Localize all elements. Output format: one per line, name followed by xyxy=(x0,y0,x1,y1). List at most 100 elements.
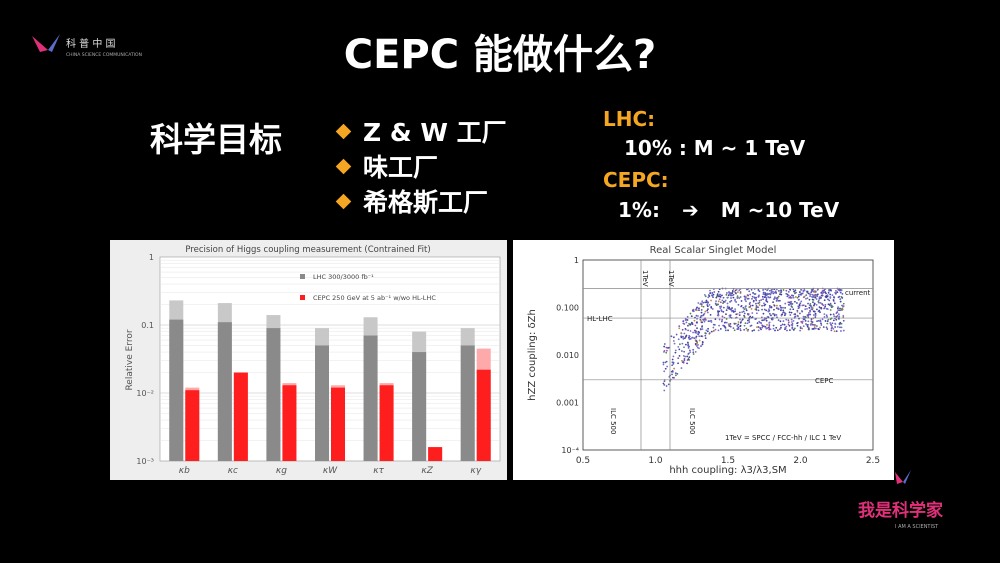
bar xyxy=(315,345,329,461)
scatter-point xyxy=(678,343,681,346)
scatter-point xyxy=(672,336,675,339)
scatter-point xyxy=(702,318,705,321)
scatter-point xyxy=(837,306,840,309)
scatter-point xyxy=(776,316,778,319)
scatter-point xyxy=(730,297,732,299)
scatter-point xyxy=(663,351,665,353)
scatter-point xyxy=(709,292,712,295)
scatter-point xyxy=(819,302,822,304)
diamond-bullet-icon xyxy=(335,193,352,209)
scatter-point xyxy=(785,325,788,328)
scatter-point xyxy=(836,307,839,310)
scatter-point xyxy=(831,294,834,297)
scatter-point xyxy=(818,309,821,312)
scatter-point xyxy=(733,329,736,332)
x-tick-label: κW xyxy=(323,466,338,476)
scatter-point xyxy=(790,311,793,314)
scatter-point xyxy=(667,383,670,386)
scatter-point xyxy=(777,295,780,298)
annot-ilc500-a: ILC 500 xyxy=(609,408,617,434)
scatter-point xyxy=(780,306,782,309)
x-tick-label: κc xyxy=(228,466,238,476)
scatter-point xyxy=(709,289,711,292)
annot-hl-lhc: HL-LHC xyxy=(587,315,613,323)
scatter-point xyxy=(835,318,838,321)
scatter-point xyxy=(729,322,732,325)
scatter-point xyxy=(842,305,845,308)
scatter-point xyxy=(681,361,684,364)
scatter-point xyxy=(791,327,794,330)
scatter-point xyxy=(784,328,786,331)
scatter-point xyxy=(674,374,677,377)
scatter-point xyxy=(807,311,810,314)
scatter-point xyxy=(721,318,724,321)
scatter-point xyxy=(779,293,781,296)
scatter-point xyxy=(758,294,760,297)
x-tick-label: 1.0 xyxy=(648,456,663,466)
scatter-point xyxy=(707,320,710,323)
scatter-point xyxy=(819,326,821,329)
scatter-point xyxy=(718,324,721,327)
scatter-point xyxy=(820,296,822,299)
scatter-point xyxy=(842,302,845,305)
bullet-text: 希格斯工厂 xyxy=(363,188,489,217)
scatter-point xyxy=(819,320,822,323)
scatter-point xyxy=(753,296,756,299)
scatter-point xyxy=(830,327,833,330)
scatter-point xyxy=(767,308,770,311)
scatter-point xyxy=(834,322,837,325)
scatter-point xyxy=(835,315,838,318)
scatter-point xyxy=(772,327,775,330)
scatter-point xyxy=(691,321,693,324)
scatter-point xyxy=(802,315,805,318)
scatter-point xyxy=(768,325,771,327)
scatter-point xyxy=(802,325,805,327)
scatter-point xyxy=(769,328,772,331)
scatter-point xyxy=(746,319,749,322)
lhc-value: 10% : M ~ 1 TeV xyxy=(624,136,806,160)
scatter-point xyxy=(764,325,767,328)
scatter-point xyxy=(739,296,742,298)
scatter-point xyxy=(768,312,771,315)
scatter-point xyxy=(755,296,758,299)
scatter-point xyxy=(671,358,674,361)
scatter-point xyxy=(769,296,772,299)
scatter-point xyxy=(737,323,740,326)
scatter-point xyxy=(805,323,807,325)
science-goal-label: 科学目标 xyxy=(150,120,282,159)
scatter-point xyxy=(765,309,768,312)
scatter-point xyxy=(670,370,673,373)
diamond-bullet-icon xyxy=(335,123,352,139)
bar xyxy=(185,390,200,461)
scatter-point xyxy=(807,328,810,331)
scatter-point xyxy=(714,303,717,305)
scatter-point xyxy=(841,297,844,299)
scatter-point xyxy=(691,337,693,339)
scatter-point xyxy=(712,323,715,326)
scatter-point xyxy=(780,289,782,292)
scatter-point xyxy=(835,292,838,294)
scatter-point xyxy=(665,360,668,363)
scatter-point xyxy=(772,312,775,315)
scatter-point xyxy=(683,346,685,349)
scatter-point xyxy=(678,325,681,328)
scatter-point xyxy=(748,321,751,323)
scatter-point xyxy=(745,309,748,312)
scatter-point xyxy=(734,298,737,301)
scatter-point xyxy=(714,328,717,331)
scatter-point xyxy=(827,318,830,321)
scatter-point xyxy=(806,307,808,310)
diamond-bullet-icon xyxy=(335,158,352,174)
scatter-point xyxy=(675,333,678,336)
scatter-point xyxy=(706,311,709,314)
scatter-point xyxy=(776,304,778,307)
scatter-point xyxy=(819,311,821,313)
scatter-point xyxy=(734,308,737,311)
scatter-point xyxy=(801,304,804,307)
scatter-point xyxy=(687,346,690,349)
scatter-point xyxy=(782,311,784,314)
scatter-point xyxy=(832,299,835,301)
scatter-point xyxy=(761,304,763,307)
scatter-point xyxy=(722,302,724,304)
scatter-point xyxy=(801,320,804,323)
